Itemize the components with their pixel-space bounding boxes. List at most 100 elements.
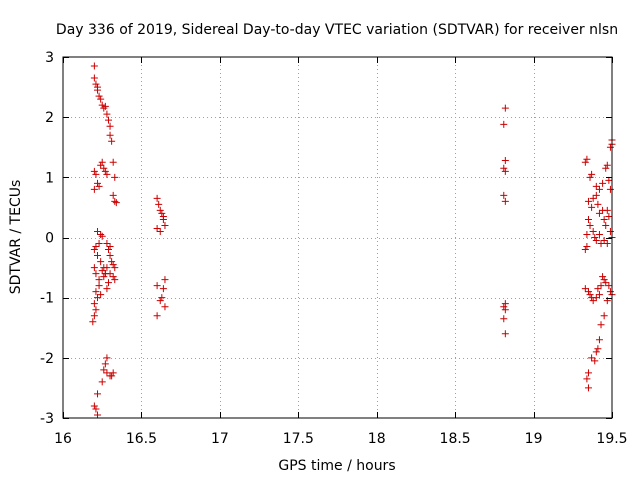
data-point — [159, 285, 167, 293]
x-tick-label: 19.5 — [596, 431, 627, 447]
data-point — [592, 237, 600, 245]
data-point — [90, 246, 98, 254]
data-point — [111, 276, 119, 284]
data-point — [586, 291, 594, 299]
x-tick-label: 17.5 — [283, 431, 314, 447]
data-point — [602, 164, 610, 172]
data-point — [108, 137, 116, 145]
data-point — [100, 164, 108, 172]
data-point — [97, 230, 105, 238]
data-point — [584, 384, 592, 392]
data-point — [592, 348, 600, 356]
data-point — [603, 206, 611, 214]
data-point — [106, 131, 114, 139]
data-point — [586, 173, 594, 181]
data-point — [92, 243, 100, 251]
data-point — [109, 261, 117, 269]
data-point — [584, 215, 592, 223]
data-point — [501, 167, 509, 175]
data-point — [605, 212, 613, 220]
data-point — [92, 306, 100, 314]
y-tick-label: 2 — [45, 110, 54, 126]
y-tick-label: -2 — [40, 351, 54, 367]
data-point — [606, 143, 614, 151]
data-point — [90, 74, 98, 82]
data-point — [92, 170, 100, 178]
data-point — [90, 185, 98, 193]
data-point — [95, 240, 103, 248]
data-point — [583, 375, 591, 383]
data-point — [95, 92, 103, 100]
data-point — [501, 306, 509, 314]
y-tick-label: 1 — [45, 170, 54, 186]
data-point — [90, 167, 98, 175]
data-point — [158, 294, 166, 302]
data-point — [161, 303, 169, 311]
data-point — [501, 156, 509, 164]
data-point — [603, 240, 611, 248]
data-point — [101, 270, 109, 278]
data-point — [584, 197, 592, 205]
data-point — [90, 312, 98, 320]
data-point — [97, 161, 105, 169]
data-point — [101, 360, 109, 368]
data-point — [605, 176, 613, 184]
data-point — [111, 173, 119, 181]
data-point — [106, 252, 114, 260]
data-point — [95, 182, 103, 190]
data-point — [602, 279, 610, 287]
data-point — [92, 80, 100, 88]
x-tick-label: 18 — [368, 431, 386, 447]
data-point — [600, 237, 608, 245]
data-point — [588, 170, 596, 178]
data-point — [501, 300, 509, 308]
plot-frame — [62, 56, 613, 419]
data-point — [581, 246, 589, 254]
data-point — [602, 221, 610, 229]
data-point — [584, 369, 592, 377]
data-point — [100, 366, 108, 374]
data-point — [584, 288, 592, 296]
data-point — [104, 246, 112, 254]
data-point — [94, 390, 102, 398]
data-point — [90, 62, 98, 70]
data-point — [106, 243, 114, 251]
data-points — [89, 62, 616, 419]
data-point — [581, 158, 589, 166]
data-point — [500, 315, 508, 323]
data-point — [500, 191, 508, 199]
data-point — [94, 179, 102, 187]
grid-lines — [63, 57, 612, 418]
data-point — [101, 167, 109, 175]
data-point — [606, 227, 614, 235]
data-point — [500, 164, 508, 172]
data-point — [98, 267, 106, 275]
data-point — [594, 285, 602, 293]
data-point — [106, 122, 114, 130]
data-point — [588, 354, 596, 362]
data-point — [108, 372, 116, 380]
data-point — [95, 276, 103, 284]
data-point — [595, 209, 603, 217]
tick-labels: 16 16.5 17 17.5 18 18.5 19 19.5 -3 -2 -1 0 1 2 3 — [40, 50, 628, 447]
data-point — [156, 206, 164, 214]
data-point — [97, 258, 105, 266]
data-point — [161, 221, 169, 229]
chart-title: Day 336 of 2019, Sidereal Day-to-day VTE… — [56, 22, 618, 38]
data-point — [104, 279, 112, 287]
data-point — [500, 120, 508, 128]
data-point — [92, 405, 100, 413]
data-point — [104, 116, 112, 124]
data-point — [103, 285, 111, 293]
x-tick-label: 16.5 — [126, 431, 157, 447]
data-point — [581, 285, 589, 293]
x-tick-label: 17 — [211, 431, 229, 447]
data-point — [592, 191, 600, 199]
data-point — [94, 227, 102, 235]
data-point — [595, 185, 603, 193]
x-tick-label: 19 — [525, 431, 543, 447]
data-point — [597, 282, 605, 290]
data-point — [103, 110, 111, 118]
data-point — [98, 101, 106, 109]
data-point — [603, 161, 611, 169]
